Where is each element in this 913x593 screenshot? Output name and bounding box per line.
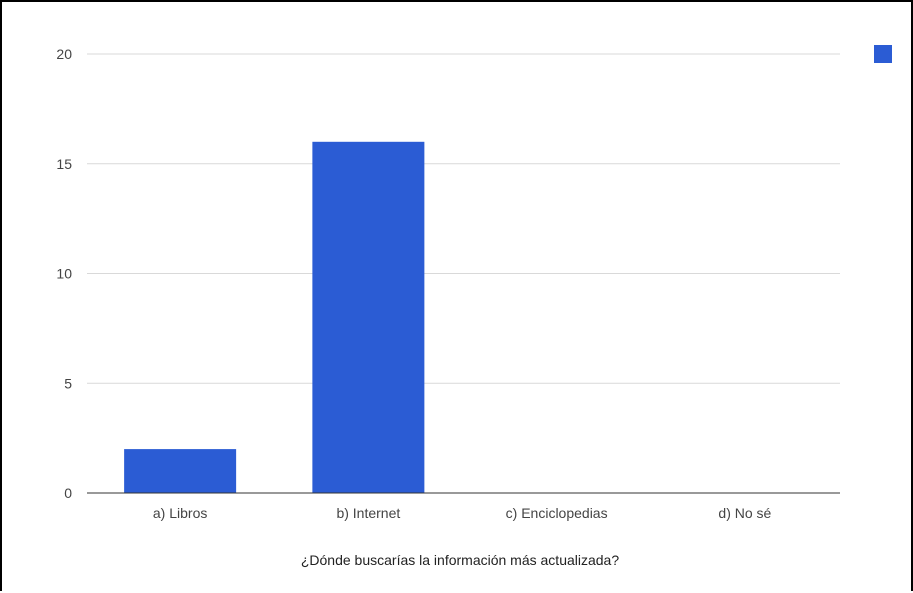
- y-tick-label: 20: [56, 46, 72, 62]
- y-tick-label: 0: [64, 485, 72, 501]
- x-tick-label: c) Enciclopedias: [506, 505, 608, 521]
- y-tick-label: 10: [56, 266, 72, 282]
- y-axis-ticks: 0 5 10 15 20: [56, 46, 72, 501]
- y-tick-label: 15: [56, 156, 72, 172]
- legend-swatch: [874, 45, 892, 63]
- x-axis-title: ¿Dónde buscarías la información más actu…: [301, 552, 619, 568]
- gridlines: [87, 53, 840, 384]
- x-tick-label: d) No sé: [718, 505, 771, 521]
- bar-1: [124, 449, 237, 493]
- y-tick-label: 5: [64, 375, 72, 391]
- x-tick-label: b) Internet: [336, 505, 400, 521]
- x-tick-label: a) Libros: [153, 505, 207, 521]
- bar-2: [312, 141, 425, 494]
- bars: [124, 141, 425, 494]
- x-axis-ticks: a) Libros b) Internet c) Enciclopedias d) N…: [153, 505, 772, 521]
